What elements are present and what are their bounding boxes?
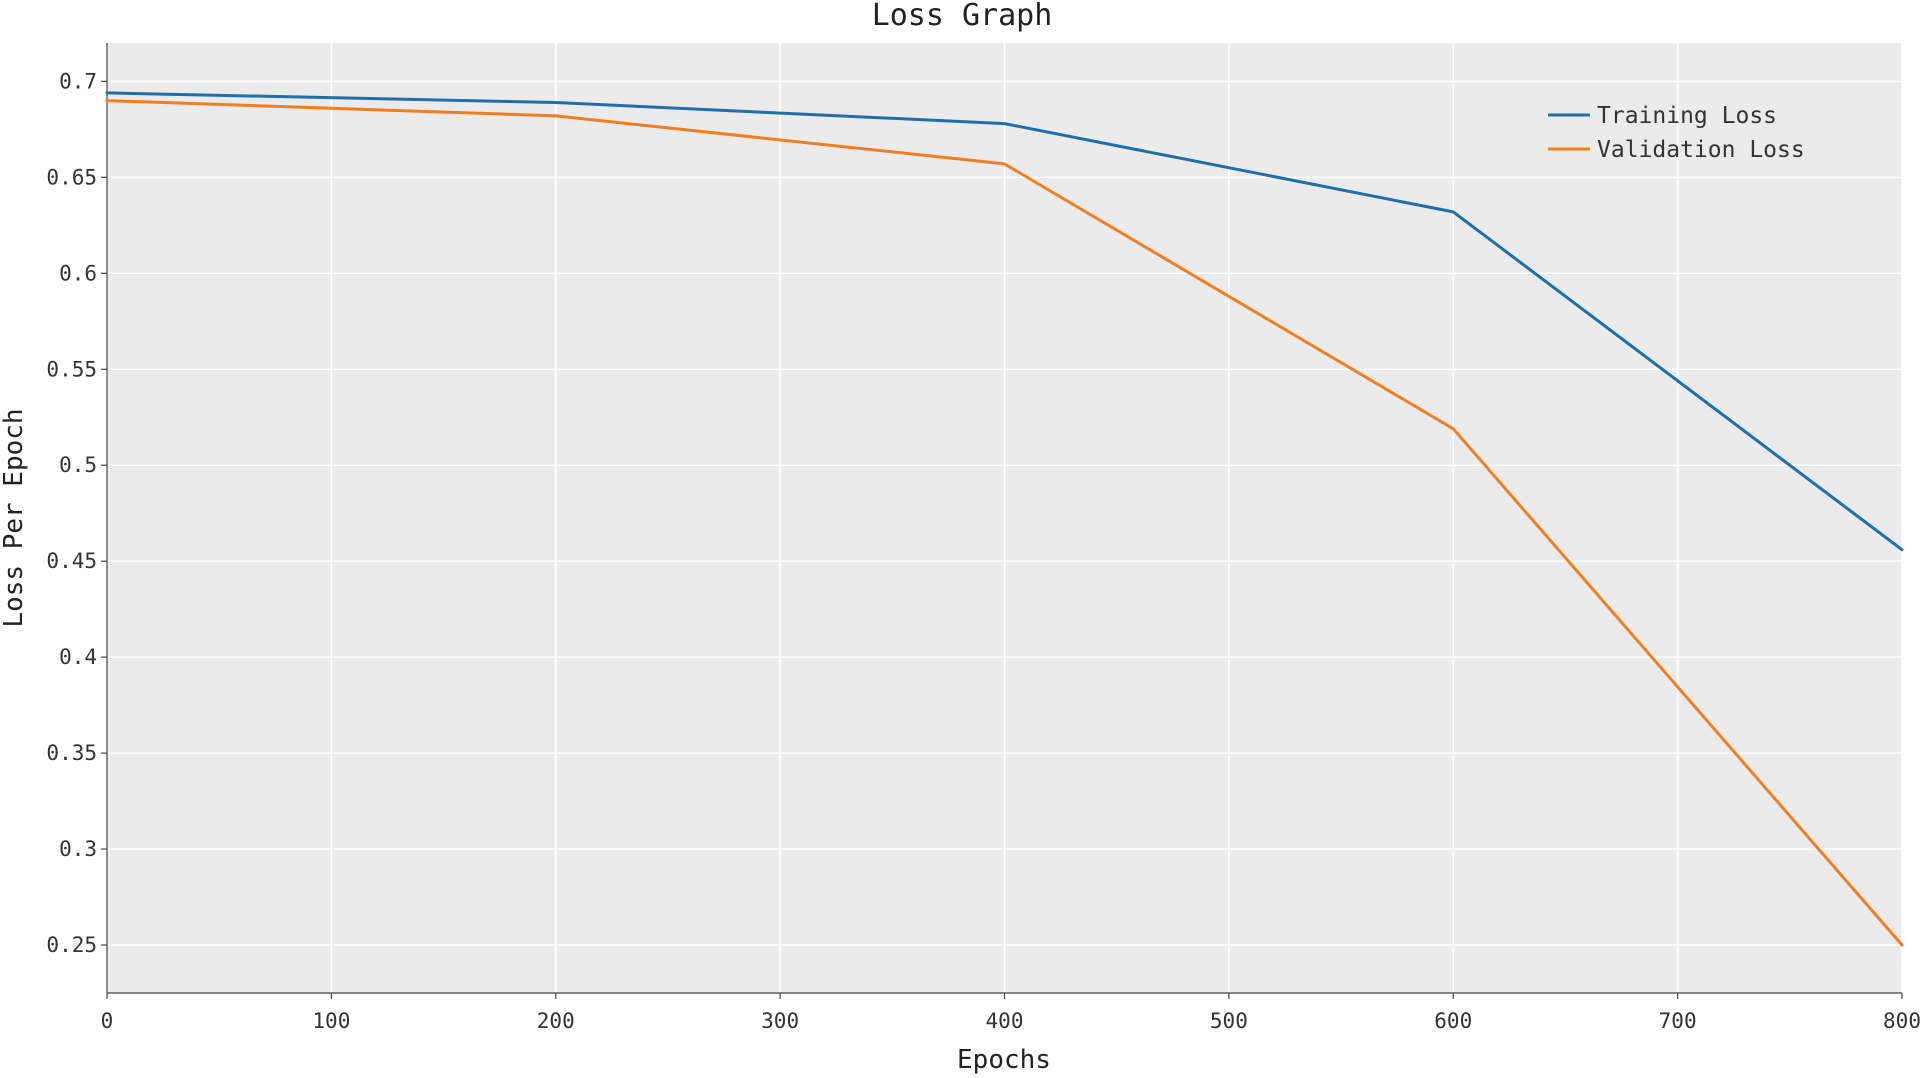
series-lines	[105, 91, 1904, 947]
y-axis-title: Loss Per Epoch	[0, 408, 29, 627]
x-tick-labels: 0 100 200 300 400 500 600 700 800	[101, 1009, 1921, 1033]
x-tick-label: 500	[1210, 1009, 1248, 1033]
y-tick-label: 0.3	[59, 837, 97, 861]
series-line-validation-loss	[105, 99, 1904, 947]
x-tick-label: 700	[1659, 1009, 1697, 1033]
x-tick-label: 600	[1434, 1009, 1472, 1033]
legend: Training Loss Validation Loss	[1548, 103, 1805, 163]
x-tick-label: 0	[101, 1009, 114, 1033]
x-tick-label: 300	[761, 1009, 799, 1033]
x-axis-title: Epochs	[957, 1045, 1051, 1075]
x-tick-label: 400	[986, 1009, 1024, 1033]
y-tick-label: 0.55	[46, 357, 97, 381]
y-tick-label: 0.4	[59, 645, 97, 669]
y-tick-label: 0.25	[46, 933, 97, 957]
axes	[101, 43, 1903, 999]
x-tick-label: 200	[537, 1009, 575, 1033]
y-tick-label: 0.65	[46, 165, 97, 189]
x-tick-label: 100	[312, 1009, 350, 1033]
legend-label: Validation Loss	[1597, 137, 1805, 163]
y-tick-label: 0.7	[59, 69, 97, 93]
x-tick-label: 800	[1883, 1009, 1921, 1033]
y-tick-label: 0.35	[46, 741, 97, 765]
series-line-training-loss	[105, 91, 1904, 552]
y-tick-label: 0.45	[46, 549, 97, 573]
y-tick-label: 0.5	[59, 453, 97, 477]
y-tick-label: 0.6	[59, 261, 97, 285]
chart-title: Loss Graph	[872, 0, 1053, 33]
y-tick-labels: 0.25 0.3 0.35 0.4 0.45 0.5 0.55 0.6 0.65 0.7	[46, 69, 97, 957]
legend-label: Training Loss	[1597, 103, 1777, 129]
